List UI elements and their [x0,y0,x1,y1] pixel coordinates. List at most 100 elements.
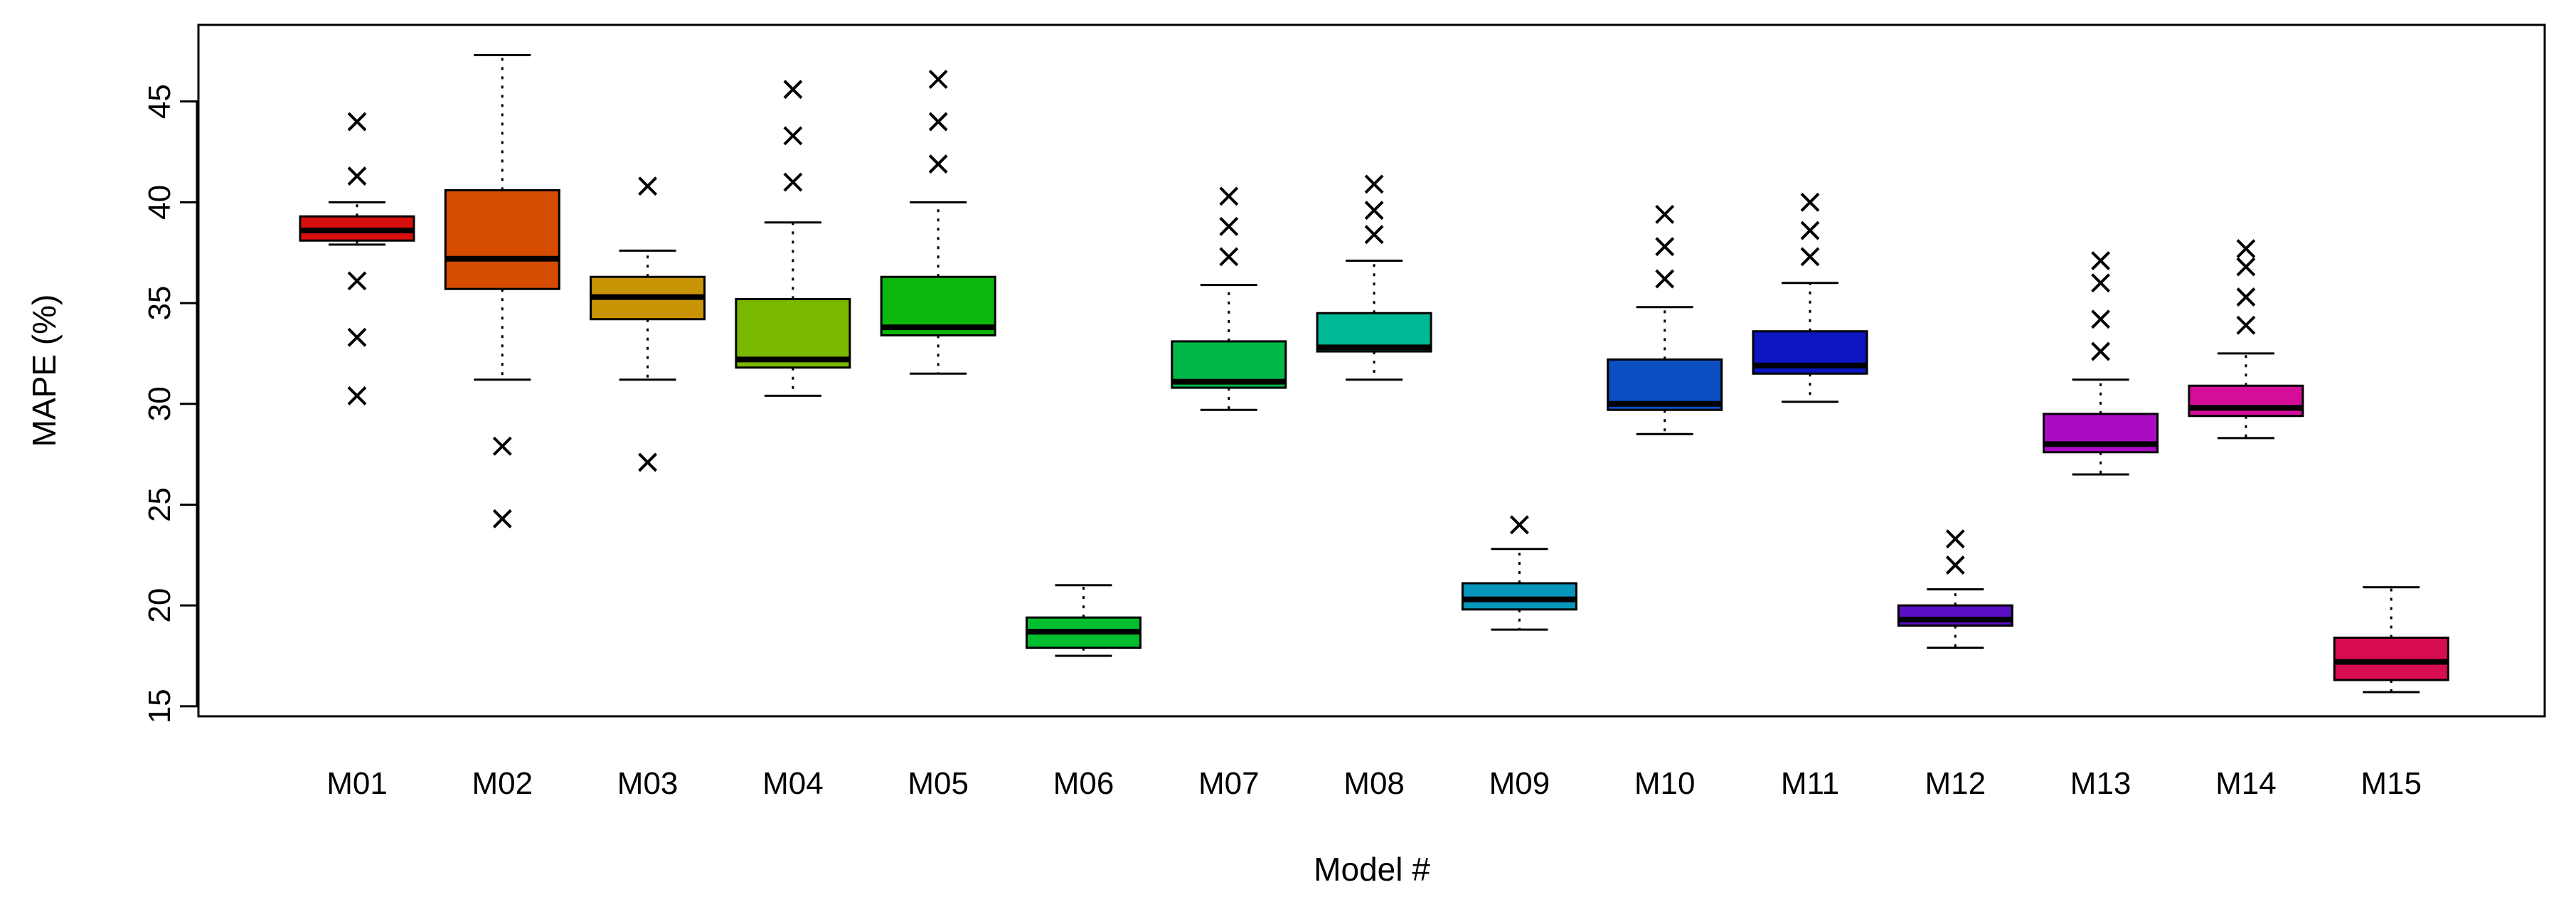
outlier-point [2236,315,2256,335]
outlier-point [1364,225,1384,245]
outlier-point [2091,273,2111,293]
x-tick-label: M07 [1198,766,1260,801]
outlier-point [2236,257,2256,277]
outlier-stroke [2091,251,2111,270]
outlier-point [783,80,803,100]
y-tick-label: 35 [142,286,177,321]
outlier-stroke [347,386,367,405]
outlier-stroke [928,112,948,132]
outlier-point [1655,237,1675,257]
outlier-point [2091,309,2111,329]
box-m07 [1171,186,1287,411]
iqr-box [2188,384,2304,418]
iqr-box [735,297,851,369]
outlier-stroke [347,166,367,186]
outlier-point [1800,192,1820,212]
outlier-stroke [492,436,512,456]
x-tick-label: M13 [2070,766,2131,801]
x-tick-label: M09 [1489,766,1550,801]
outlier-point [1800,247,1820,267]
outlier-point [1655,269,1675,289]
plot-frame [197,23,2546,718]
outlier-point [1364,174,1384,194]
box-m13 [2043,251,2159,476]
outlier-point [347,271,367,291]
iqr-box [1461,582,1577,611]
outlier-stroke [638,176,658,196]
outlier-point [492,509,512,529]
outlier-stroke [347,271,367,291]
outlier-point [2236,287,2256,307]
x-tick-label: M08 [1343,766,1405,801]
box-m12 [1897,529,2013,649]
outlier-point [783,126,803,146]
outlier-stroke [1364,225,1384,245]
outlier-point [347,386,367,405]
outlier-stroke [1800,221,1820,240]
outlier-point [1219,247,1239,267]
outlier-point [2091,341,2111,361]
outlier-stroke [2236,287,2256,307]
outlier-stroke [1800,192,1820,212]
outlier-point [492,436,512,456]
outlier-stroke [2236,257,2256,277]
x-axis-title: Model # [1314,851,1430,888]
x-tick-label: M05 [908,766,969,801]
outlier-point [1364,201,1384,221]
box-series [299,54,2449,694]
box-m15 [2333,586,2449,694]
box-m03 [590,176,706,472]
outlier-point [928,112,948,132]
box-m10 [1607,204,1723,435]
outlier-point [928,70,948,89]
iqr-box [444,188,560,290]
outlier-stroke [928,154,948,174]
outlier-stroke [1655,269,1675,289]
y-tick-label: 15 [142,689,177,723]
outlier-stroke [492,509,512,529]
outlier-point [347,112,367,132]
outlier-point [1945,529,1965,549]
box-m08 [1316,174,1432,381]
x-tick-label: M02 [472,766,533,801]
y-tick-label: 25 [142,487,177,522]
outlier-stroke [1219,186,1239,206]
outlier-point [347,166,367,186]
box-m04 [735,80,851,397]
outlier-stroke [1509,515,1529,535]
box-m06 [1026,584,1141,657]
outlier-point [2091,251,2111,270]
outlier-stroke [2236,315,2256,335]
y-tick-label: 40 [142,185,177,220]
outlier-stroke [1364,174,1384,194]
outlier-stroke [1945,556,1965,575]
y-tick-label: 30 [142,386,177,421]
x-axis: M01 M02 M03 M04 M05 M06 M07 M08 M09 M10 M11 M12 M13 M… [326,766,2422,801]
outlier-stroke [347,112,367,132]
outlier-stroke [783,172,803,192]
outlier-stroke [2091,273,2111,293]
x-tick-label: M01 [326,766,388,801]
box-m11 [1752,192,1868,403]
outlier-point [2236,239,2256,258]
outlier-point [1509,515,1529,535]
outlier-stroke [783,80,803,100]
outlier-point [1945,556,1965,575]
box-m01 [299,112,415,405]
outlier-stroke [1800,247,1820,267]
x-tick-label: M14 [2215,766,2277,801]
outlier-stroke [2236,239,2256,258]
x-tick-label: M12 [1925,766,1986,801]
x-tick-label: M04 [762,766,824,801]
outlier-stroke [783,126,803,146]
box-m14 [2188,239,2304,440]
outlier-point [928,154,948,174]
outlier-stroke [1219,216,1239,236]
iqr-box [1897,604,2013,627]
outlier-point [347,327,367,347]
x-tick-label: M06 [1053,766,1114,801]
box-m05 [880,70,996,375]
outlier-stroke [1945,529,1965,549]
x-tick-label: M11 [1781,766,1839,801]
